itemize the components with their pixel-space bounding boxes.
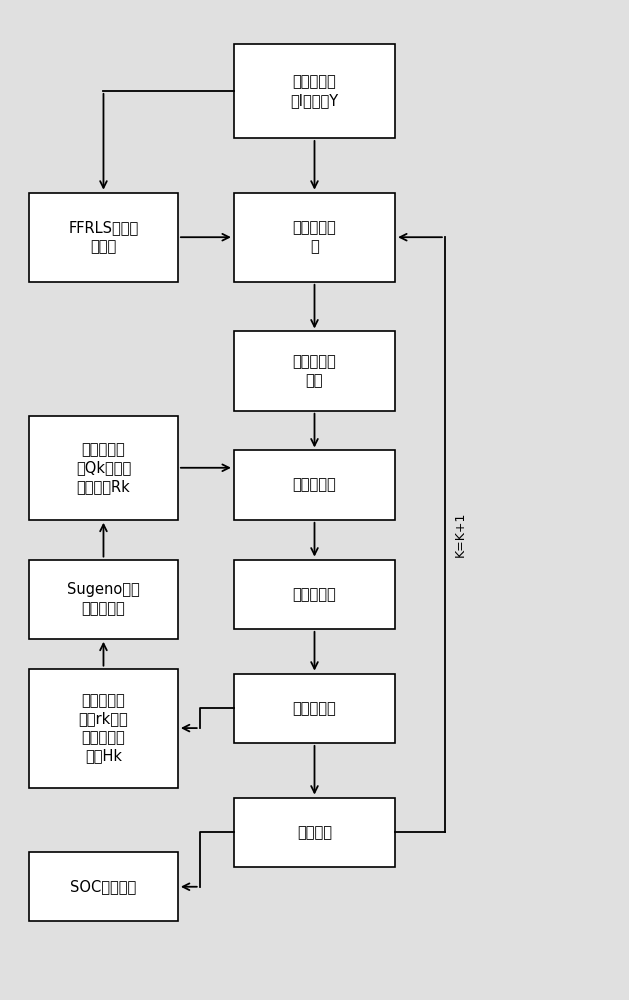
Bar — [29, 193, 178, 282]
Text: 更新开路电
压值: 更新开路电 压值 — [292, 354, 337, 388]
Bar — [29, 560, 178, 639]
Text: 端电压残差
均值rk和端
电压残差匹
配度Hk: 端电压残差 均值rk和端 电压残差匹 配度Hk — [79, 693, 128, 763]
Bar — [234, 674, 395, 743]
Bar — [29, 416, 178, 520]
Text: FFRLS模型参
数辨识: FFRLS模型参 数辨识 — [69, 220, 138, 254]
Text: 实验数据电
流I、电压Y: 实验数据电 流I、电压Y — [291, 74, 338, 108]
Bar — [234, 193, 395, 282]
Text: SOC估计输出: SOC估计输出 — [70, 879, 136, 894]
Bar — [234, 331, 395, 411]
Bar — [234, 560, 395, 629]
Text: 电池状态方
程: 电池状态方 程 — [292, 220, 337, 254]
Text: 协方差更新: 协方差更新 — [292, 701, 337, 716]
Text: 状态更新: 状态更新 — [297, 825, 332, 840]
Bar — [29, 669, 178, 788]
Bar — [234, 450, 395, 520]
Text: 卡尔曼增益: 卡尔曼增益 — [292, 587, 337, 602]
Bar — [234, 44, 395, 138]
Bar — [29, 852, 178, 921]
Text: 系统噪声方
差Qk和量测
噪声方差Rk: 系统噪声方 差Qk和量测 噪声方差Rk — [76, 442, 131, 494]
Bar — [234, 798, 395, 867]
Text: Sugeno型模
糊推理系统: Sugeno型模 糊推理系统 — [67, 582, 140, 616]
Text: K=K+1: K=K+1 — [454, 512, 467, 557]
Text: 状态协方差: 状态协方差 — [292, 478, 337, 493]
